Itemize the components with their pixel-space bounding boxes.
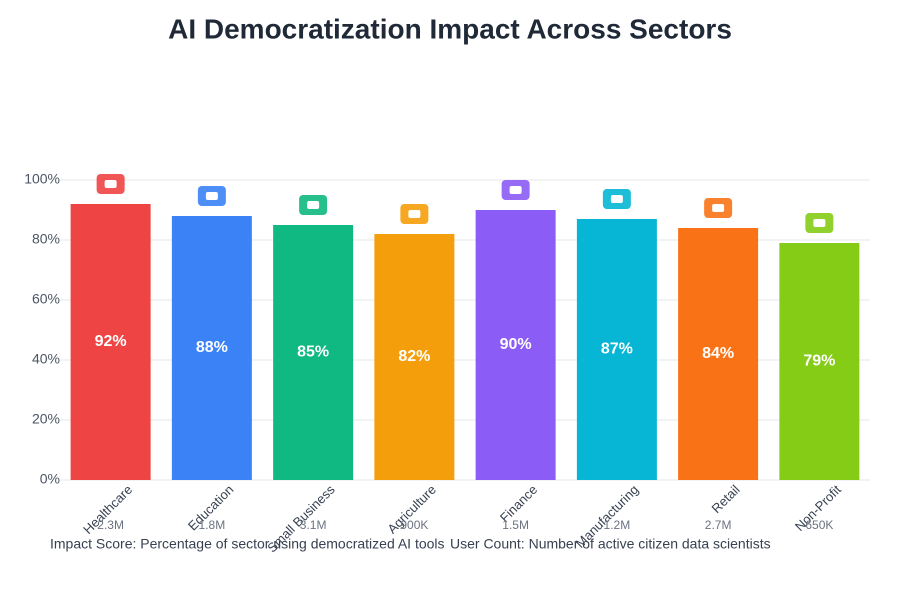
bar <box>779 243 860 480</box>
value-label: 82% <box>398 348 430 365</box>
icon <box>712 204 725 212</box>
icon <box>408 210 421 218</box>
icon <box>307 201 320 209</box>
icon <box>205 192 218 200</box>
bar <box>374 234 455 480</box>
user-count: 1.2M <box>604 518 631 532</box>
user-count: 2.7M <box>705 518 732 532</box>
user-count: 3.1M <box>300 518 327 532</box>
user-count: 2.3M <box>97 518 124 532</box>
value-label: 87% <box>601 341 633 358</box>
y-tick-label: 80% <box>32 231 60 247</box>
bar <box>273 225 354 480</box>
bar <box>576 219 657 480</box>
bar <box>171 216 252 480</box>
value-label: 79% <box>803 353 835 370</box>
user-count: 650K <box>805 518 833 532</box>
icon <box>104 180 117 188</box>
value-label: 84% <box>702 345 734 362</box>
user-count: 1.5M <box>502 518 529 532</box>
y-tick-label: 0% <box>40 471 60 487</box>
y-tick-label: 40% <box>32 351 60 367</box>
x-tick-label: Retail <box>709 482 743 516</box>
value-label: 85% <box>297 344 329 361</box>
bar <box>678 228 759 480</box>
user-count: 1.8M <box>199 518 226 532</box>
bar <box>70 204 151 480</box>
user-count: 900K <box>400 518 428 532</box>
footnote: User Count: Number of active citizen dat… <box>450 536 771 552</box>
footnote: Impact Score: Percentage of sector using… <box>50 536 445 552</box>
icon <box>610 195 623 203</box>
value-label: 92% <box>95 333 127 350</box>
y-tick-label: 20% <box>32 411 60 427</box>
icon <box>509 186 522 194</box>
value-label: 90% <box>500 336 532 353</box>
icon <box>813 219 826 227</box>
value-label: 88% <box>196 339 228 356</box>
y-tick-label: 100% <box>24 171 60 187</box>
bar <box>475 210 556 480</box>
chart-title: AI Democratization Impact Across Sectors <box>168 13 732 44</box>
y-tick-label: 60% <box>32 291 60 307</box>
